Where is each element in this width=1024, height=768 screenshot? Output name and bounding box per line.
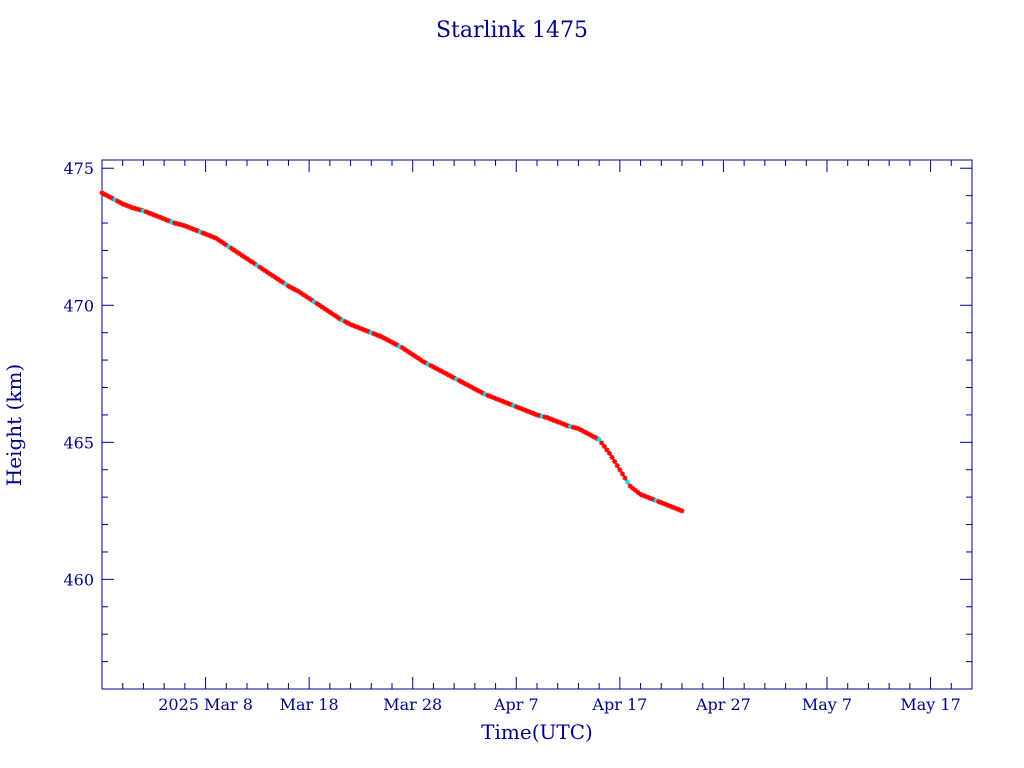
data-point: [619, 471, 626, 477]
x-tick-label: May 7: [802, 695, 852, 714]
data-point: [552, 418, 558, 424]
series-polyline: [101, 192, 683, 512]
y-tick-label: 465: [63, 433, 94, 452]
x-tick-label: Apr 17: [591, 695, 647, 714]
data-point: [606, 450, 613, 456]
x-tick-label: Mar 18: [280, 695, 339, 714]
x-tick-label: Mar 28: [383, 695, 442, 714]
data-point: [373, 332, 380, 338]
data-point: [617, 467, 623, 473]
x-tick-label: Apr 27: [695, 695, 751, 714]
x-tick-label: May 17: [900, 695, 960, 714]
data-point: [417, 357, 424, 363]
data-point: [526, 409, 532, 415]
data-point: [625, 479, 631, 485]
data-point: [679, 508, 685, 514]
data-point: [612, 458, 618, 465]
y-tick-label: 475: [63, 159, 94, 178]
x-tick-label: Apr 7: [493, 695, 539, 714]
data-point: [622, 475, 628, 481]
data-point: [495, 396, 501, 403]
data-points: [99, 190, 685, 514]
y-tick-label: 460: [63, 570, 94, 589]
y-axis-label: Height (km): [2, 364, 26, 486]
y-axis: 460 465 470 475: [63, 159, 972, 690]
data-point: [609, 454, 615, 460]
x-axis: 2025 Mar 8 Mar 18 Mar 28 Apr 7 Apr 17 Apr 27 M…: [122, 160, 973, 714]
series-line: [101, 192, 683, 512]
x-axis-label: Time(UTC): [481, 720, 593, 744]
plot-frame: [101, 159, 973, 690]
y-tick-label: 470: [63, 296, 94, 315]
x-tick-label: 2025 Mar 8: [158, 695, 253, 714]
chart-title: Starlink 1475: [436, 18, 588, 43]
data-point: [614, 463, 620, 469]
